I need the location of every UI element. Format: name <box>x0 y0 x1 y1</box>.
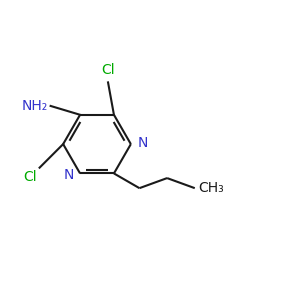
Text: Cl: Cl <box>101 63 115 77</box>
Text: CH₃: CH₃ <box>198 181 224 195</box>
Text: N: N <box>63 168 74 182</box>
Text: NH₂: NH₂ <box>22 99 48 113</box>
Text: Cl: Cl <box>24 170 37 184</box>
Text: N: N <box>137 136 148 150</box>
